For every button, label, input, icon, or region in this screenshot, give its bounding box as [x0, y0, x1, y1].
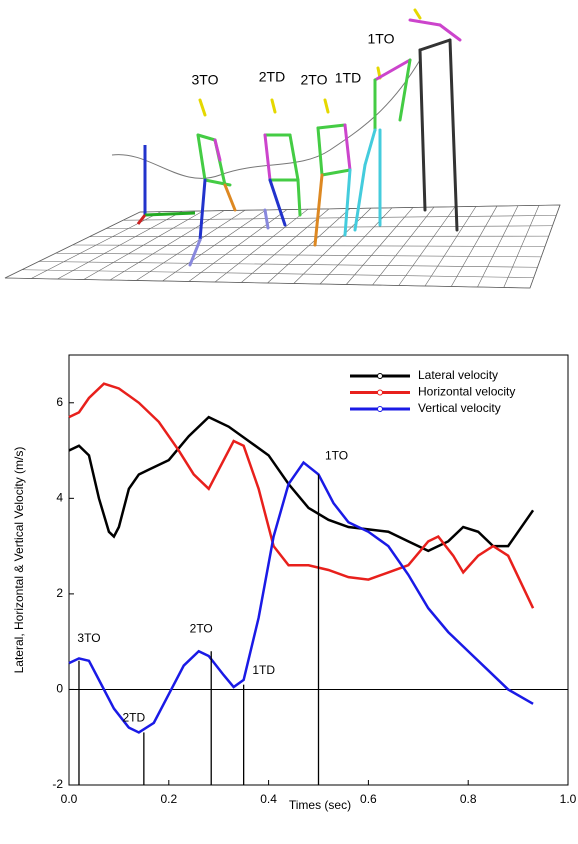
- phase-label: 2TO: [301, 72, 328, 88]
- series-line: [68, 460, 534, 734]
- floor-line: [38, 261, 538, 268]
- axes-3d: [136, 145, 196, 225]
- legend-label: Lateral velocity: [418, 368, 498, 382]
- y-tick-label: -2: [52, 777, 63, 791]
- floor-line: [21, 269, 534, 278]
- phase-label: 2TD: [259, 69, 285, 85]
- phase-label: 1TO: [368, 31, 395, 47]
- y-axis-label: Lateral, Horizontal & Vertical Velocity …: [12, 447, 26, 674]
- floor-line: [89, 235, 549, 238]
- floor-line: [139, 204, 561, 213]
- floor-line: [4, 277, 531, 289]
- phase-label: 3TO: [192, 72, 219, 88]
- x-tick-label: 0.8: [460, 792, 477, 806]
- series-line: [68, 415, 535, 553]
- y-tick-label: 4: [56, 491, 63, 505]
- x-tick-label: 0.4: [260, 792, 277, 806]
- event-label: 2TO: [190, 621, 213, 635]
- legend-marker: [377, 373, 383, 379]
- phase-label: 1TD: [335, 70, 361, 86]
- y-tick-label: 6: [56, 395, 63, 409]
- event-label: 3TO: [77, 631, 100, 645]
- legend-label: Horizontal velocity: [418, 385, 515, 399]
- stick-figures: [188, 8, 462, 267]
- x-tick-label: 0.2: [160, 792, 177, 806]
- y-tick-label: 2: [56, 586, 63, 600]
- floor-line: [106, 225, 553, 229]
- floor-line: [123, 215, 557, 221]
- y-tick-label: 0: [56, 682, 63, 696]
- event-label: 1TD: [252, 663, 275, 677]
- x-tick-label: 0.6: [360, 792, 377, 806]
- legend-label: Vertical velocity: [418, 401, 501, 415]
- legend-marker: [377, 389, 383, 396]
- event-label: 1TO: [325, 449, 348, 463]
- x-axis-label: Times (sec): [289, 798, 351, 812]
- legend-marker: [377, 406, 383, 412]
- series-line: [68, 382, 535, 609]
- floor-line: [72, 244, 546, 247]
- x-tick-label: 1.0: [560, 792, 577, 806]
- x-tick-label: 0.0: [61, 792, 78, 806]
- event-label: 2TD: [123, 711, 146, 725]
- floor-line: [55, 252, 542, 258]
